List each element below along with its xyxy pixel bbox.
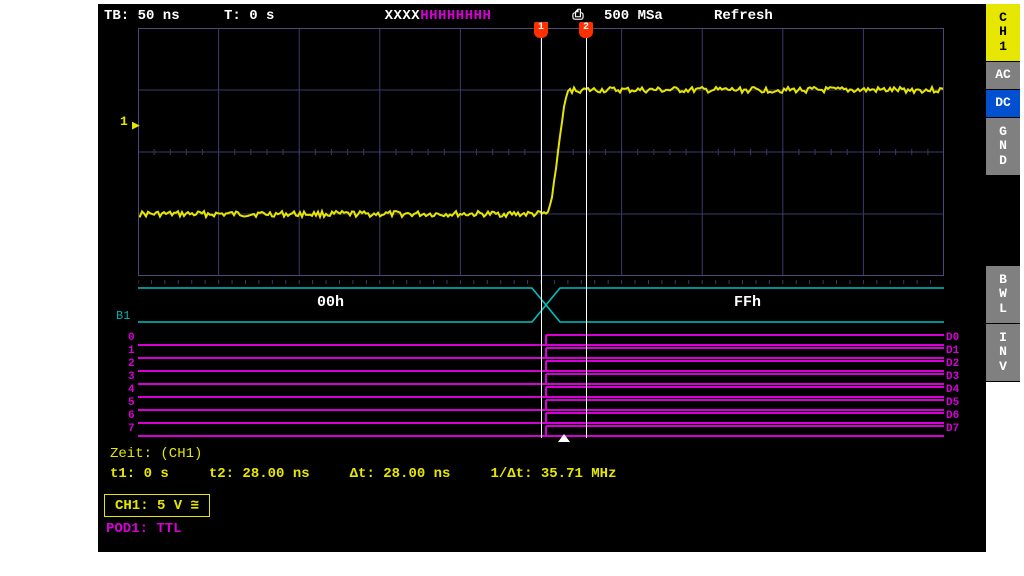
cursor-1-line[interactable] <box>541 28 542 438</box>
digital-left-label: 7 <box>128 423 135 435</box>
ch1-ground-arrow: ▶ <box>132 118 140 133</box>
channel-info-panel: CH1: 5 V ≅ POD1: TTL <box>104 494 210 541</box>
bus-label: B1 <box>116 309 130 323</box>
digital-left-label: 6 <box>128 410 135 422</box>
side-ch1[interactable]: CH1 <box>986 4 1020 62</box>
side-inv[interactable]: INV <box>986 324 1020 382</box>
trigger-pos-bottom-marker <box>558 434 570 442</box>
side-bwl[interactable]: BWL <box>986 266 1020 324</box>
cursor-2-flag[interactable]: 2 <box>579 22 593 38</box>
ch1-ground-marker: 1 <box>120 114 128 129</box>
cursor-1-flag[interactable]: 1 <box>534 22 548 38</box>
scope-screen: TB: 50 ns T: 0 s XXXXHHHHHHHH ⎙ 500 MSa … <box>98 4 986 552</box>
digital-right-label: D2 <box>946 358 959 370</box>
digital-right-label: D0 <box>946 332 959 344</box>
bus-value-before: 00h <box>317 294 344 311</box>
side-softkeys: CH1ACDCGND BWLINV <box>986 4 1020 552</box>
delay-readout: T: 0 s <box>218 8 318 24</box>
digital-right-label: D4 <box>946 384 959 396</box>
meas-freq: 1/Δt: 35.71 MHz <box>490 466 616 482</box>
digital-left-label: 4 <box>128 384 135 396</box>
side-ac[interactable]: AC <box>986 62 1020 90</box>
digital-left-label: 3 <box>128 371 135 383</box>
digital-left-label: 0 <box>128 332 135 344</box>
side-gnd[interactable]: GND <box>986 118 1020 176</box>
pod1-settings[interactable]: POD1: TTL <box>104 517 210 541</box>
cursor-measurement-panel: Zeit: (CH1) t1: 0 s t2: 28.00 ns Δt: 28.… <box>104 444 944 484</box>
digital-right-label: D6 <box>946 410 959 422</box>
acq-mode: Refresh <box>708 8 818 24</box>
bus-value-after: FFh <box>734 294 761 311</box>
sample-rate: 500 MSa <box>598 8 708 24</box>
ch1-settings[interactable]: CH1: 5 V ≅ <box>104 494 210 517</box>
digital-left-label: 2 <box>128 358 135 370</box>
meas-title: Zeit: (CH1) <box>104 444 944 464</box>
side-gap1 <box>986 176 1020 266</box>
digital-left-label: 1 <box>128 345 135 357</box>
trigger-pattern: XXXXHHHHHHHH <box>318 8 558 24</box>
meas-dt: Δt: 28.00 ns <box>350 466 451 482</box>
cursor-2-line[interactable] <box>586 28 587 438</box>
timebase-readout: TB: 50 ns <box>98 8 218 24</box>
digital-right-label: D3 <box>946 371 959 383</box>
digital-right-label: D5 <box>946 397 959 409</box>
meas-t2: t2: 28.00 ns <box>209 466 310 482</box>
digital-right-label: D7 <box>946 423 959 435</box>
digital-right-label: D1 <box>946 345 959 357</box>
digital-left-label: 5 <box>128 397 135 409</box>
side-dc[interactable]: DC <box>986 90 1020 118</box>
meas-t1: t1: 0 s <box>110 466 169 482</box>
